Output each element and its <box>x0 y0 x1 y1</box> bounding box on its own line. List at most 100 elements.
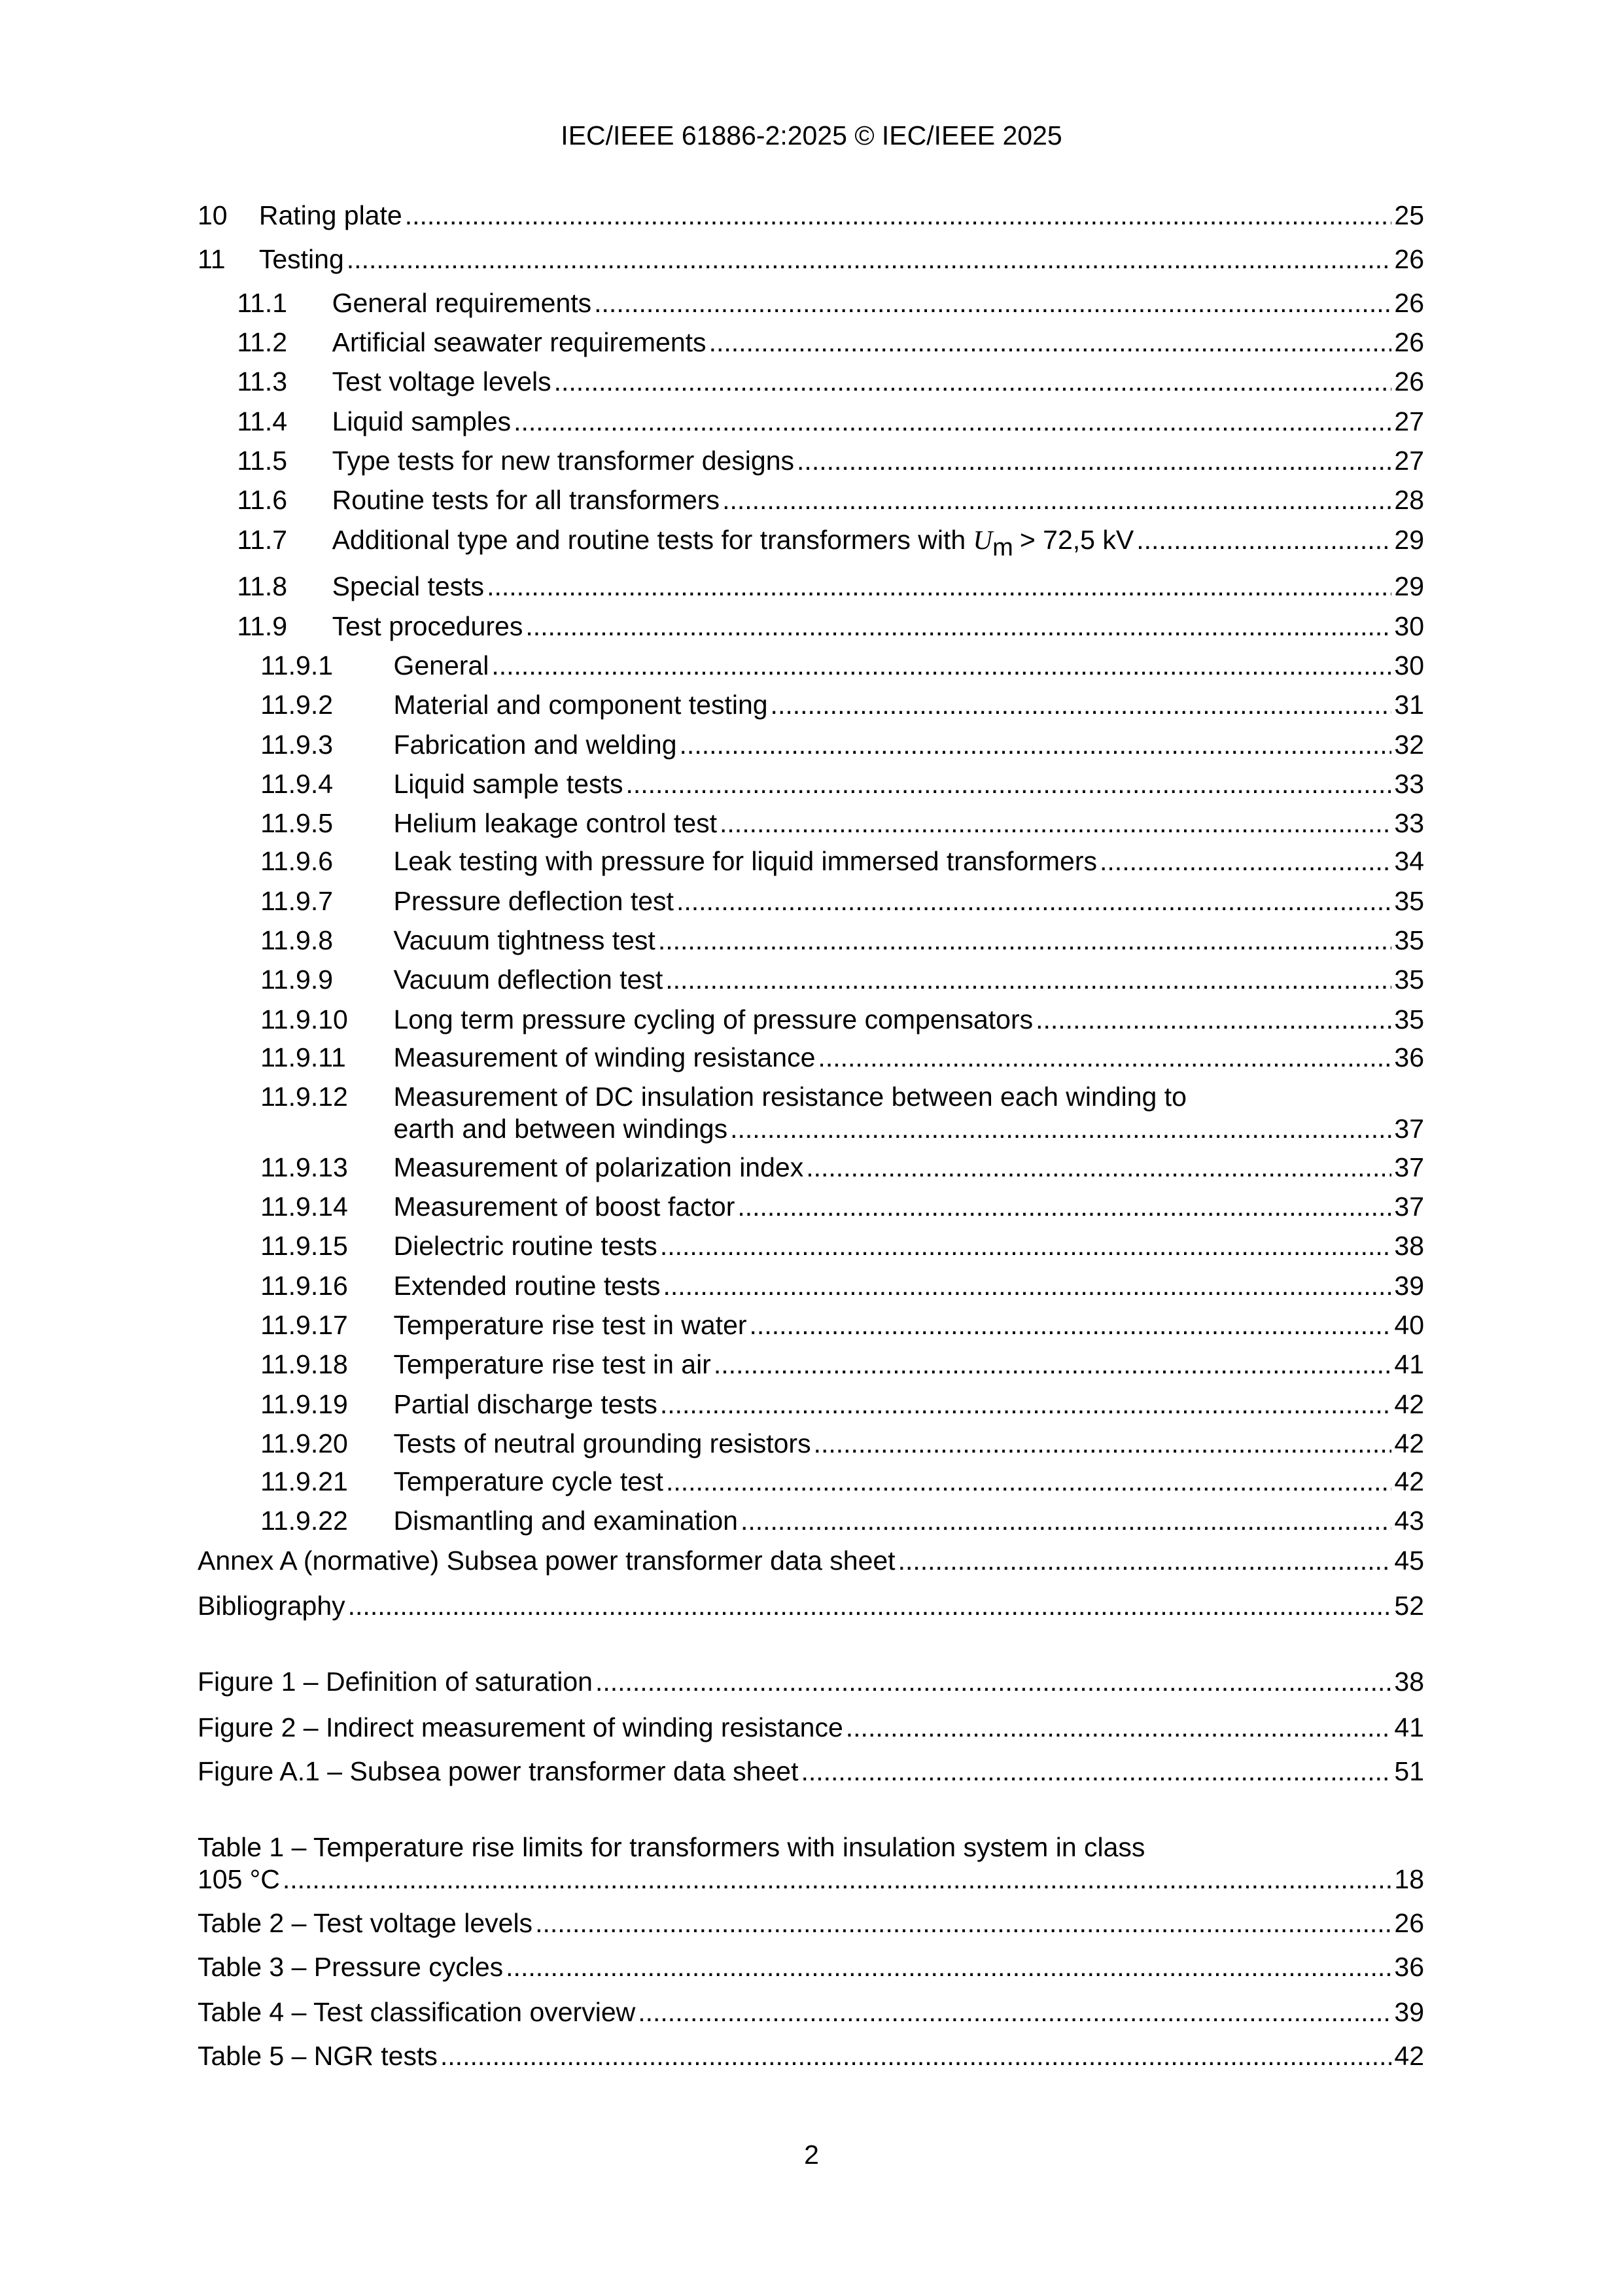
toc-entry-number: 11.9.20 <box>260 1428 348 1458</box>
toc-entry-page: 32 <box>1394 729 1424 760</box>
toc-entry[interactable]: Bibliography............................… <box>198 1589 1424 1622</box>
toc-entry-number: 10 <box>198 200 228 230</box>
toc-entry[interactable]: Figure A.1 – Subsea power transformer da… <box>198 1755 1424 1788</box>
toc-entry-title: Figure 2 – Indirect measurement of windi… <box>198 1712 843 1742</box>
dot-leader: ........................................… <box>535 1908 1392 1939</box>
toc-entry[interactable]: Table 1 – Temperature rise limits for tr… <box>198 1831 1424 1894</box>
toc-entry[interactable]: 11.9.4 Liquid sample tests...............… <box>198 768 1424 800</box>
toc-entry-page: 33 <box>1394 808 1424 839</box>
toc-entry[interactable]: 11.4 Liquid samples......................… <box>198 405 1424 438</box>
toc-entry[interactable]: 11.9.12 Measurement of DC insulation resi… <box>198 1080 1424 1144</box>
toc-entry-title: Artificial seawater requirements <box>332 327 707 357</box>
toc-entry-page: 26 <box>1394 1908 1424 1939</box>
toc-entry[interactable]: 11.2 Artificial seawater requirements....… <box>198 326 1424 359</box>
toc-entry[interactable]: 11.6 Routine tests for all transformers..… <box>198 484 1424 516</box>
toc-entry[interactable]: 11.9.10 Long term pressure cycling of pre… <box>198 1003 1424 1036</box>
toc-entry[interactable]: 11.9.11 Measurement of winding resistance… <box>198 1041 1424 1074</box>
dot-leader: ........................................… <box>594 287 1391 318</box>
toc-entry-page: 26 <box>1394 287 1424 318</box>
toc-entry-page: 42 <box>1394 1388 1424 1419</box>
toc-entry[interactable]: Table 5 – NGR tests.....................… <box>198 2040 1424 2072</box>
dot-leader: ........................................… <box>770 690 1392 720</box>
toc-entry-title: Measurement of boost factor <box>393 1191 735 1222</box>
toc-entry-page: 36 <box>1394 1952 1424 1983</box>
dot-leader: ........................................… <box>720 808 1392 839</box>
toc-entry[interactable]: 11.9 Test procedures.....................… <box>198 610 1424 643</box>
dot-leader: ........................................… <box>676 885 1392 916</box>
toc-entry-page: 34 <box>1394 846 1424 877</box>
dot-leader: ........................................… <box>1100 846 1391 877</box>
toc-entry[interactable]: Table 3 – Pressure cycles...............… <box>198 1951 1424 1983</box>
toc-entry-page: 36 <box>1394 1042 1424 1072</box>
toc-entry[interactable]: 11.9.18 Temperature rise test in air.....… <box>198 1348 1424 1381</box>
dot-leader: ........................................… <box>347 1591 1392 1621</box>
toc-entry[interactable]: 11.9.2 Material and component testing....… <box>198 688 1424 721</box>
toc-entry[interactable]: 11.5 Type tests for new transformer desig… <box>198 444 1424 477</box>
toc-entry[interactable]: 11.9.13 Measurement of polarization index… <box>198 1151 1424 1184</box>
toc-entry[interactable]: 11.9.21 Temperature cycle test...........… <box>198 1465 1424 1498</box>
toc-entry[interactable]: 11.1 General requirements................… <box>198 287 1424 319</box>
toc-entry[interactable]: Figure 2 – Indirect measurement of windi… <box>198 1711 1424 1744</box>
toc-entry[interactable]: 11.9.16 Extended routine tests...........… <box>198 1269 1424 1302</box>
dot-leader: ........................................… <box>404 200 1392 230</box>
toc-entry-title: Testing <box>258 243 344 274</box>
toc-entry-title: Table 5 – NGR tests <box>198 2041 438 2072</box>
toc-entry-number: 11.9 <box>237 610 288 641</box>
toc-entry-title: Vacuum tightness test <box>393 925 655 956</box>
toc-entry[interactable]: 11.9.6 Leak testing with pressure for liq… <box>198 845 1424 877</box>
toc-entry[interactable]: 11.9.19 Partial discharge tests..........… <box>198 1388 1424 1421</box>
toc-entry-title: Figure A.1 – Subsea power transformer da… <box>198 1756 799 1786</box>
toc-entry-number: 11.9.7 <box>260 885 334 916</box>
toc-entry[interactable]: 11.9.8 Vacuum tightness test.............… <box>198 924 1424 957</box>
toc-entry-title: Table 4 – Test classification overview <box>198 1997 636 2028</box>
toc-entry[interactable]: 10 Rating plate..........................… <box>198 199 1424 232</box>
dot-leader: ........................................… <box>679 729 1392 760</box>
toc-entry-title: Liquid sample tests <box>393 768 623 799</box>
toc-entry[interactable]: 11.9.7 Pressure deflection test..........… <box>198 885 1424 917</box>
dot-leader: ........................................… <box>595 1667 1391 1697</box>
toc-entry-number: 11.9.8 <box>260 925 334 956</box>
toc-entry[interactable]: 11.9.5 Helium leakage control test.......… <box>198 807 1424 839</box>
toc-entry-page: 52 <box>1394 1591 1424 1621</box>
toc-entry-title: Liquid samples <box>332 406 512 436</box>
toc-entry-page: 35 <box>1394 1004 1424 1034</box>
toc-entry-number: 11.9.3 <box>260 729 334 760</box>
toc-entry-title: Helium leakage control test <box>393 808 718 839</box>
toc-entry-title: Additional type and routine tests for tr… <box>332 524 966 555</box>
toc-entry[interactable]: 11.8 Special tests.......................… <box>198 570 1424 603</box>
toc-entry[interactable]: Table 4 – Test classification overview..… <box>198 1996 1424 2028</box>
toc-entry-page: 42 <box>1394 1428 1424 1458</box>
toc-entry-title: Measurement of DC insulation resistance … <box>393 1082 1187 1112</box>
toc-entry[interactable]: 11.9.17 Temperature rise test in water...… <box>198 1309 1424 1341</box>
toc-entry-page: 25 <box>1394 200 1424 230</box>
toc-entry[interactable]: 11.9.15 Dielectric routine tests.........… <box>198 1229 1424 1262</box>
toc-entry-page: 35 <box>1394 964 1424 995</box>
toc-entry-title: Table 2 – Test voltage levels <box>198 1908 533 1939</box>
toc-entry-title: General requirements <box>332 287 592 318</box>
toc-entry-title: Dismantling and examination <box>393 1506 738 1536</box>
dot-leader: ........................................… <box>722 485 1392 516</box>
toc-entry-title-suffix: > 72,5 kV <box>1019 524 1134 555</box>
toc-entry[interactable]: 11.7 Additional type and routine tests fo… <box>198 523 1424 561</box>
toc-entry[interactable]: 11.9.3 Fabrication and welding...........… <box>198 728 1424 761</box>
toc-entry-number: 11.9.12 <box>260 1082 348 1112</box>
toc-entry[interactable]: 11 Testing...............................… <box>198 243 1424 275</box>
toc-entry[interactable]: Table 2 – Test voltage levels...........… <box>198 1907 1424 1939</box>
dot-leader: ........................................… <box>553 366 1392 397</box>
dot-leader: ........................................… <box>663 1270 1392 1301</box>
toc-entry[interactable]: Annex A (normative) Subsea power transfo… <box>198 1544 1424 1577</box>
toc-entry-title: Measurement of winding resistance <box>393 1042 816 1072</box>
dot-leader: ........................................… <box>845 1712 1392 1742</box>
dot-leader: ........................................… <box>657 925 1392 956</box>
toc-entry[interactable]: 11.9.14 Measurement of boost factor......… <box>198 1190 1424 1223</box>
toc-entry-page: 35 <box>1394 885 1424 916</box>
toc-entry[interactable]: 11.3 Test voltage levels.................… <box>198 365 1424 398</box>
toc-entry[interactable]: Figure 1 – Definition of saturation.....… <box>198 1665 1424 1698</box>
toc-entry-title: Vacuum deflection test <box>393 964 663 995</box>
toc-entry[interactable]: 11.9.20 Tests of neutral grounding resist… <box>198 1427 1424 1460</box>
toc-entry[interactable]: 11.9.9 Vacuum deflection test............… <box>198 963 1424 996</box>
toc-entry[interactable]: 11.9.1 General...........................… <box>198 649 1424 682</box>
toc-entry-title: Bibliography <box>198 1591 345 1621</box>
toc-entry-page: 18 <box>1394 1863 1424 1894</box>
toc-entry[interactable]: 11.9.22 Dismantling and examination......… <box>198 1504 1424 1537</box>
